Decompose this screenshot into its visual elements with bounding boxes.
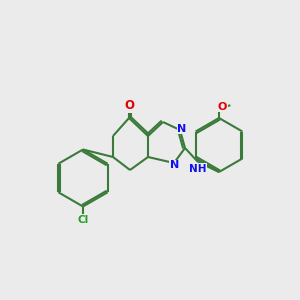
Text: Cl: Cl	[77, 215, 88, 225]
Text: N: N	[178, 124, 187, 134]
Text: NH: NH	[189, 164, 206, 174]
Text: O: O	[124, 100, 134, 112]
Text: O: O	[218, 102, 227, 112]
Text: N: N	[170, 160, 179, 170]
